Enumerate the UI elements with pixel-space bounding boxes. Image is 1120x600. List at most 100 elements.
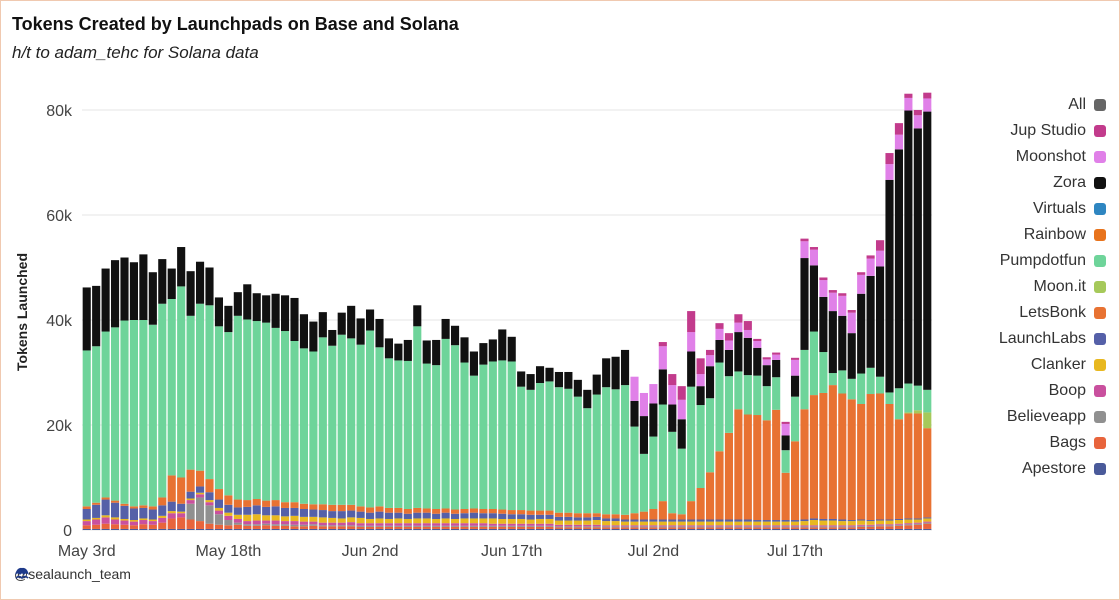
bar-segment-clanker[interactable] [583,520,592,525]
bar-stack[interactable] [337,312,346,530]
bar-segment-jup-studio[interactable] [715,323,724,329]
bar-segment-clanker[interactable] [668,521,677,526]
bar-segment-letsbonk[interactable] [762,420,771,521]
bar-segment-clanker[interactable] [753,521,762,526]
bar-stack[interactable] [885,153,894,530]
bar-segment-jup-studio[interactable] [847,310,856,313]
bar-segment-clanker[interactable] [734,521,743,526]
bar-segment-believeapp[interactable] [838,526,847,528]
bar-segment-moonshot[interactable] [885,164,894,180]
bar-segment-letsbonk[interactable] [526,510,535,515]
bar-segment-jup-studio[interactable] [677,386,686,400]
bar-segment-bags[interactable] [403,526,412,529]
bar-segment-pumpdotfun[interactable] [904,383,913,413]
bar-segment-letsbonk[interactable] [177,477,186,504]
bar-segment-boop[interactable] [668,525,677,527]
bar-segment-zora[interactable] [857,293,866,374]
bar-segment-bags[interactable] [753,527,762,529]
bar-segment-launchlabs[interactable] [875,519,885,521]
bar-segment-letsbonk[interactable] [866,394,875,521]
bar-segment-boop[interactable] [526,523,535,526]
bar-segment-apestore[interactable] [413,528,422,530]
bar-segment-moonshot[interactable] [866,258,875,276]
bar-segment-clanker[interactable] [167,511,176,514]
bar-segment-boop[interactable] [186,500,195,504]
bar-segment-zora[interactable] [479,343,488,365]
bar-segment-clanker[interactable] [790,521,800,526]
bar-segment-launchlabs[interactable] [847,520,856,522]
bar-stack[interactable] [602,358,611,530]
bar-segment-clanker[interactable] [92,517,101,520]
bar-segment-pumpdotfun[interactable] [337,334,346,505]
bar-segment-zora[interactable] [469,351,478,376]
bar-segment-pumpdotfun[interactable] [299,348,308,504]
bar-segment-bags[interactable] [573,527,582,529]
bar-segment-clanker[interactable] [894,520,903,524]
bar-segment-zora[interactable] [498,329,507,361]
bar-segment-pumpdotfun[interactable] [394,360,403,508]
bar-segment-letsbonk[interactable] [517,510,526,515]
bar-segment-pumpdotfun[interactable] [403,360,412,509]
bar-segment-boop[interactable] [913,522,922,524]
bar-segment-bags[interactable] [602,527,611,529]
bar-segment-launchlabs[interactable] [772,520,781,522]
bar-segment-bags[interactable] [687,527,696,529]
bar-segment-boop[interactable] [488,523,497,526]
bar-segment-pumpdotfun[interactable] [573,396,582,514]
bar-segment-letsbonk[interactable] [923,428,932,518]
bar-segment-clanker[interactable] [507,518,516,524]
bar-segment-boop[interactable] [413,523,422,526]
bar-segment-boop[interactable] [120,520,129,525]
bar-segment-launchlabs[interactable] [573,517,582,521]
bar-segment-boop[interactable] [422,523,431,526]
bar-segment-zora[interactable] [847,333,856,379]
bar-segment-believeapp[interactable] [365,525,375,527]
bar-segment-apestore[interactable] [488,528,497,530]
bar-segment-believeapp[interactable] [913,523,922,525]
bar-segment-zora[interactable] [205,267,214,306]
bar-segment-apestore[interactable] [790,528,800,530]
bar-segment-moonshot[interactable] [809,249,818,266]
bar-segment-believeapp[interactable] [356,525,365,527]
bar-segment-pumpdotfun[interactable] [866,367,875,395]
bar-segment-believeapp[interactable] [403,525,412,527]
bar-segment-believeapp[interactable] [639,526,648,528]
bar-segment-believeapp[interactable] [347,525,356,527]
bar-segment-bags[interactable] [328,526,337,529]
bar-segment-boop[interactable] [337,522,346,526]
bar-segment-apestore[interactable] [507,528,516,530]
bar-segment-letsbonk[interactable] [167,475,176,502]
bar-segment-apestore[interactable] [280,528,290,530]
bar-segment-letsbonk[interactable] [262,500,271,507]
bar-segment-jup-studio[interactable] [904,93,913,98]
bar-segment-believeapp[interactable] [460,525,469,527]
bar-segment-pumpdotfun[interactable] [781,450,790,473]
bar-segment-boop[interactable] [545,523,554,526]
bar-segment-letsbonk[interactable] [139,505,148,508]
bar-segment-zora[interactable] [715,339,724,363]
bar-segment-believeapp[interactable] [724,526,733,528]
bar-segment-launchlabs[interactable] [139,507,148,519]
bar-segment-jup-studio[interactable] [866,255,875,259]
bar-segment-bags[interactable] [384,526,393,529]
bar-segment-bags[interactable] [450,526,460,529]
bar-segment-pumpdotfun[interactable] [564,388,573,513]
bar-segment-boop[interactable] [195,494,205,498]
bar-segment-pumpdotfun[interactable] [517,386,526,511]
bar-segment-clanker[interactable] [743,521,752,526]
bar-segment-launchlabs[interactable] [158,505,167,516]
bar-segment-pumpdotfun[interactable] [602,387,611,515]
bar-segment-believeapp[interactable] [554,526,563,528]
legend-item-believeapp[interactable]: Believeapp [960,404,1106,430]
bar-segment-launchlabs[interactable] [195,486,205,493]
bar-stack[interactable] [262,295,271,530]
bar-segment-apestore[interactable] [224,528,233,530]
bar-segment-believeapp[interactable] [687,526,696,528]
bar-stack[interactable] [630,376,639,530]
bar-segment-believeapp[interactable] [195,497,205,522]
bar-segment-believeapp[interactable] [734,526,743,528]
bar-segment-clanker[interactable] [781,521,790,526]
bar-segment-zora[interactable] [743,337,752,376]
bar-segment-believeapp[interactable] [885,525,894,527]
bar-segment-believeapp[interactable] [894,524,903,526]
